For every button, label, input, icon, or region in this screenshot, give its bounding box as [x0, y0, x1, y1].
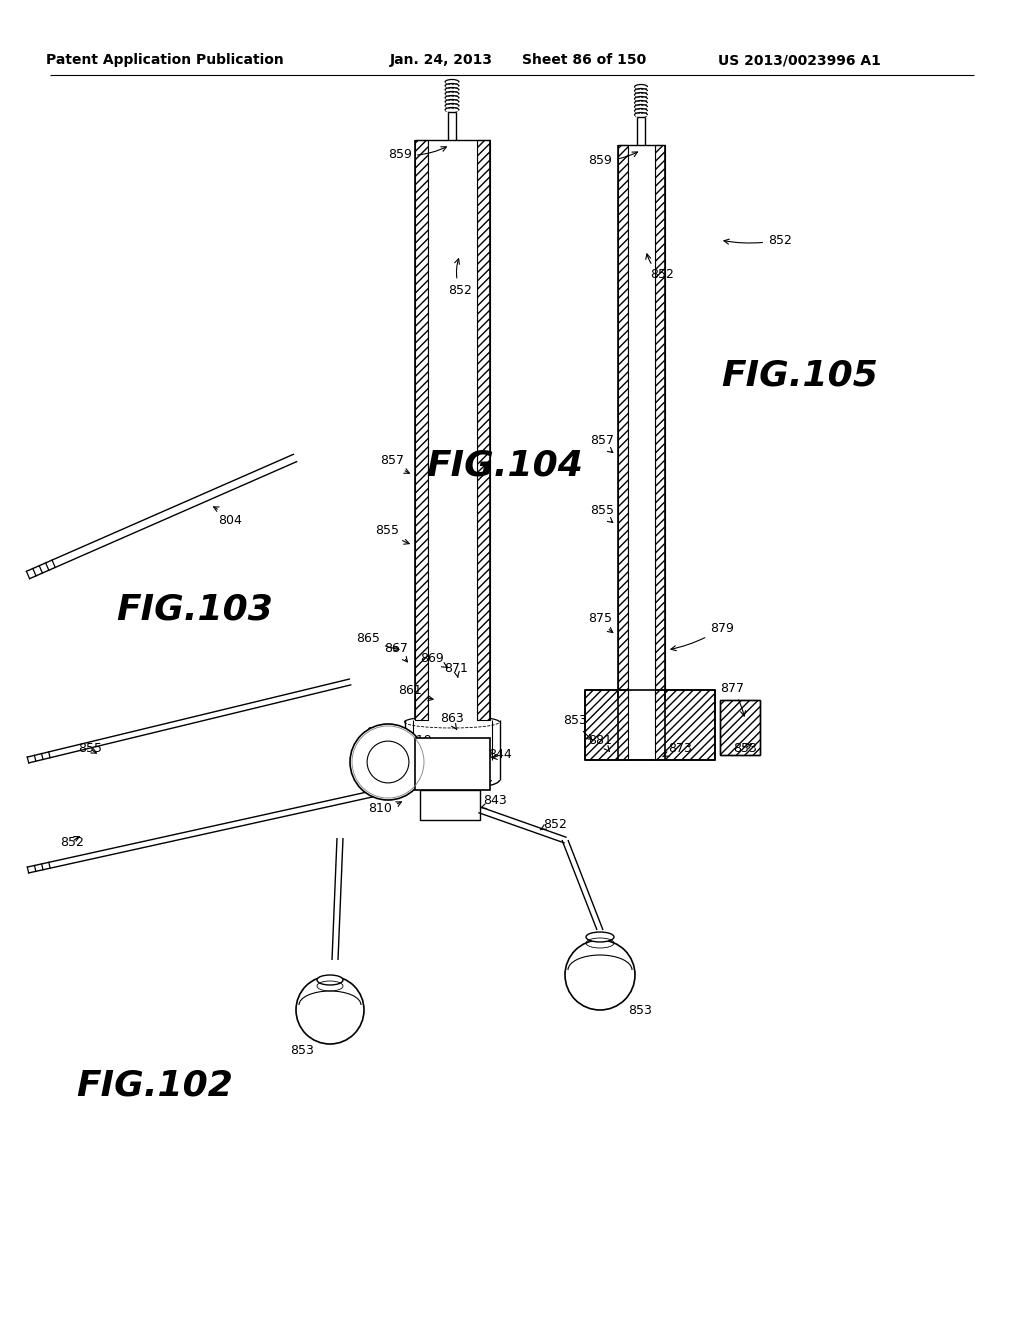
Text: 852: 852 — [646, 253, 674, 281]
Text: Patent Application Publication: Patent Application Publication — [46, 53, 284, 67]
Text: 875: 875 — [588, 611, 612, 632]
Text: 852: 852 — [60, 836, 84, 849]
Text: 877: 877 — [720, 681, 745, 715]
Text: 855: 855 — [78, 742, 102, 755]
Bar — [628, 690, 655, 759]
Text: 844: 844 — [488, 748, 512, 762]
Text: 861: 861 — [398, 684, 433, 701]
Text: FIG.103: FIG.103 — [117, 593, 273, 627]
Text: 857: 857 — [590, 433, 614, 453]
Text: 853: 853 — [563, 714, 592, 739]
Text: 879: 879 — [671, 622, 734, 651]
Text: 852: 852 — [541, 818, 567, 832]
Text: 859: 859 — [588, 152, 638, 166]
Text: 855: 855 — [590, 503, 614, 523]
Text: 852: 852 — [724, 234, 792, 247]
Ellipse shape — [367, 741, 409, 783]
Bar — [415, 738, 490, 789]
Ellipse shape — [565, 940, 635, 1010]
Text: 810: 810 — [368, 801, 401, 814]
Text: 853: 853 — [733, 742, 757, 755]
Text: 853: 853 — [628, 1003, 652, 1016]
Text: 843: 843 — [480, 793, 507, 809]
Text: 863: 863 — [440, 711, 464, 730]
Bar — [720, 700, 760, 755]
Text: FIG.104: FIG.104 — [427, 447, 584, 482]
Ellipse shape — [350, 723, 426, 800]
Bar — [477, 140, 490, 719]
Text: 819: 819 — [409, 734, 432, 751]
Text: 869: 869 — [420, 652, 447, 668]
Bar — [628, 145, 655, 700]
Text: 855: 855 — [375, 524, 410, 544]
Text: 865: 865 — [356, 631, 399, 651]
Text: 852: 852 — [449, 259, 472, 297]
Ellipse shape — [317, 975, 343, 985]
Text: 871: 871 — [444, 661, 468, 677]
Text: FIG.102: FIG.102 — [77, 1068, 233, 1102]
Text: 873: 873 — [663, 742, 692, 756]
Text: FIG.105: FIG.105 — [722, 358, 879, 392]
Ellipse shape — [296, 975, 364, 1044]
Bar — [585, 690, 715, 760]
Text: 881: 881 — [588, 734, 612, 751]
Text: Jan. 24, 2013: Jan. 24, 2013 — [390, 53, 493, 67]
Ellipse shape — [586, 932, 614, 942]
Bar — [428, 140, 477, 719]
Bar — [655, 145, 665, 700]
Bar — [415, 140, 428, 719]
Text: 804: 804 — [214, 507, 242, 527]
Text: Sheet 86 of 150: Sheet 86 of 150 — [522, 53, 646, 67]
Text: 867: 867 — [384, 642, 408, 661]
Text: US 2013/0023996 A1: US 2013/0023996 A1 — [718, 53, 881, 67]
Text: 821: 821 — [367, 726, 390, 742]
Bar — [618, 145, 628, 700]
Bar — [420, 789, 480, 820]
Text: 857: 857 — [380, 454, 410, 474]
Text: 859: 859 — [388, 147, 446, 161]
Text: 853: 853 — [290, 1044, 314, 1056]
